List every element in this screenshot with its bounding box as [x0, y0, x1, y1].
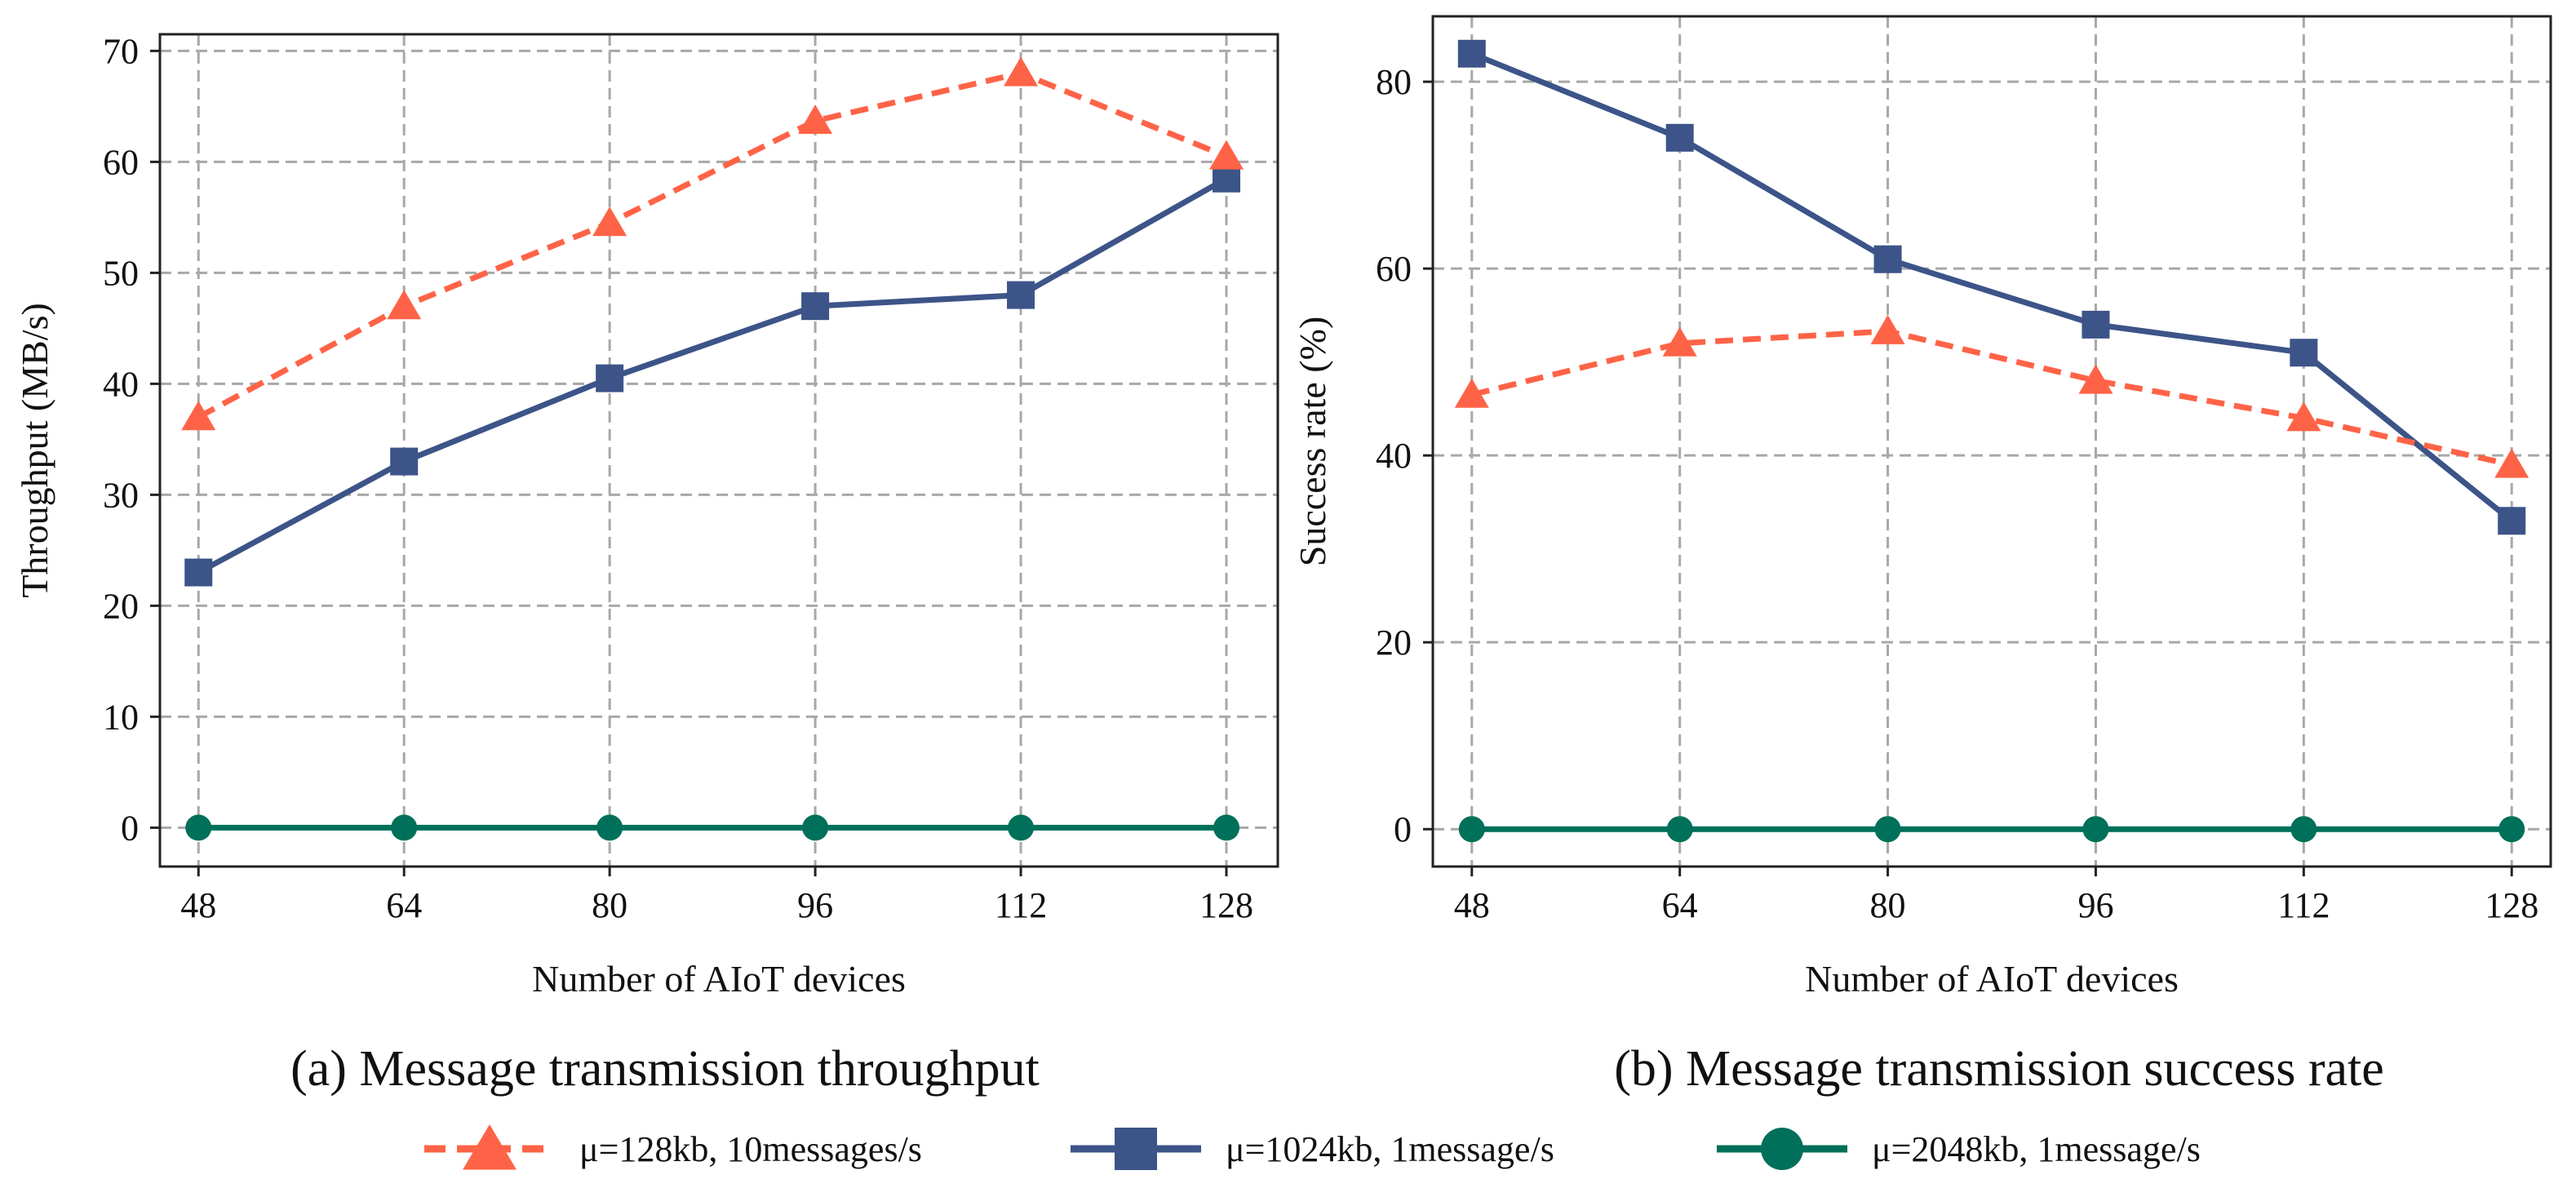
x-tick-label: 48: [1454, 885, 1490, 925]
data-point: [1458, 816, 1485, 843]
series-line: [1470, 51, 2514, 524]
y-tick-label: 20: [103, 586, 139, 626]
y-tick-label: 20: [1376, 623, 1412, 663]
data-point: [184, 558, 213, 587]
y-tick-label: 60: [1376, 249, 1412, 289]
x-tick-label: 96: [2077, 885, 2113, 925]
legend-label: μ=2048kb, 1message/s: [1872, 1129, 2201, 1169]
x-tick-label: 128: [1199, 885, 1253, 925]
data-point: [1662, 326, 1697, 357]
series-1: [181, 56, 1244, 431]
legend: μ=128kb, 10messages/s μ=1024kb, 1message/…: [424, 1124, 2201, 1170]
data-point: [1008, 814, 1035, 841]
data-point: [2082, 816, 2109, 843]
legend-label: μ=1024kb, 1message/s: [1226, 1129, 1554, 1169]
caption-a: (a) Message transmission throughput: [290, 1041, 1040, 1097]
data-point: [1666, 816, 1693, 843]
x-tick-label: 80: [592, 885, 627, 925]
data-point: [592, 206, 627, 237]
data-point: [391, 814, 418, 841]
x-tick-label: 112: [995, 885, 1047, 925]
legend-marker: [1115, 1128, 1157, 1170]
x-tick-label: 128: [2485, 885, 2538, 925]
y-tick-label: 0: [1394, 809, 1412, 849]
data-point: [1209, 140, 1244, 170]
x-axis-label: Number of AIoT devices: [1805, 958, 2179, 1000]
y-axis-label: Throughput (MB/s): [14, 303, 55, 598]
y-tick-label: 40: [103, 364, 139, 404]
data-point: [1665, 123, 1694, 152]
data-point: [1873, 245, 1902, 273]
y-tick-label: 40: [1376, 436, 1412, 476]
y-tick-label: 60: [103, 142, 139, 182]
data-point: [2498, 816, 2525, 843]
plot-frame: [1431, 15, 2552, 868]
y-tick-label: 10: [103, 697, 139, 737]
data-point: [596, 814, 623, 841]
series-3: [1458, 816, 2525, 843]
series-line: [1470, 328, 2512, 468]
y-tick-label: 50: [103, 253, 139, 293]
data-point: [798, 104, 833, 135]
x-tick-label: 64: [1662, 885, 1698, 925]
data-point: [2286, 401, 2321, 432]
data-point: [185, 814, 212, 841]
data-point: [181, 401, 216, 431]
data-point: [2078, 364, 2113, 394]
data-point: [596, 364, 624, 392]
x-tick-label: 80: [1870, 885, 1906, 925]
x-tick-label: 96: [797, 885, 833, 925]
data-point: [2494, 448, 2529, 478]
data-point: [1874, 816, 1901, 843]
data-point: [801, 292, 830, 321]
chart-success-rate: 48 64 80 96 112 128 0 20 40 60 80 Number of AIoT de…: [1292, 15, 2552, 1000]
data-point: [802, 814, 829, 841]
legend-label: μ=128kb, 10messages/s: [579, 1129, 922, 1169]
x-axis-label: Number of AIoT devices: [532, 958, 906, 1000]
data-point: [1870, 314, 1905, 344]
data-point: [1454, 378, 1489, 408]
data-point: [2290, 816, 2317, 843]
x-tick-label: 64: [386, 885, 422, 925]
data-point: [1004, 56, 1039, 86]
data-point: [390, 447, 419, 476]
y-tick-label: 0: [121, 808, 139, 848]
caption-b: (b) Message transmission success rate: [1614, 1041, 2384, 1097]
legend-item: μ=128kb, 10messages/s: [424, 1124, 922, 1170]
y-axis-label: Success rate (%): [1292, 317, 1333, 567]
data-point: [1213, 814, 1240, 841]
y-tick-label: 30: [103, 475, 139, 515]
legend-marker: [1761, 1128, 1803, 1170]
data-point: [2082, 310, 2110, 339]
data-point: [2498, 507, 2526, 535]
data-point: [2290, 339, 2318, 367]
series-3: [185, 814, 1240, 841]
plot-frame: [158, 33, 1279, 868]
legend-item: μ=2048kb, 1message/s: [1717, 1128, 2201, 1170]
legend-marker: [463, 1124, 517, 1170]
x-tick-label: 48: [180, 885, 216, 925]
chart-throughput: 48 64 80 96 112 128 0 10 20 30 40 50 60 70 Number of A…: [14, 31, 1279, 1000]
series-line: [197, 175, 1228, 575]
legend-item: μ=1024kb, 1message/s: [1071, 1128, 1554, 1170]
series-1: [1454, 314, 2529, 478]
data-point: [1457, 39, 1486, 68]
data-point: [387, 290, 422, 320]
series-line: [197, 70, 1228, 420]
x-tick-label: 112: [2277, 885, 2330, 925]
data-point: [1007, 281, 1035, 309]
y-tick-label: 80: [1376, 62, 1412, 102]
y-tick-label: 70: [103, 31, 139, 71]
series-2: [1457, 39, 2526, 535]
